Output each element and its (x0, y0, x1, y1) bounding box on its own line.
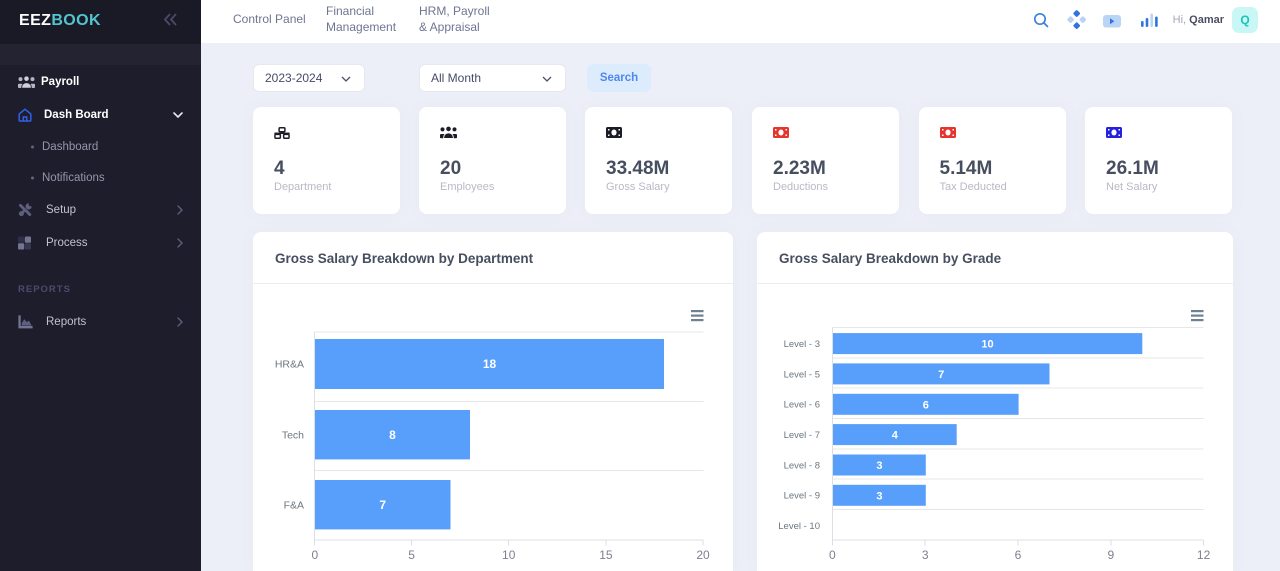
svg-text:15: 15 (599, 548, 613, 562)
svg-text:Level - 8: Level - 8 (784, 460, 820, 471)
svg-text:3: 3 (922, 548, 929, 562)
svg-text:12: 12 (1197, 548, 1211, 562)
svg-text:6: 6 (923, 399, 929, 411)
svg-text:7: 7 (938, 369, 944, 381)
svg-text:20: 20 (696, 548, 710, 562)
svg-text:10: 10 (981, 339, 993, 351)
svg-text:3: 3 (876, 460, 882, 472)
svg-text:3: 3 (876, 490, 882, 502)
svg-text:Level - 9: Level - 9 (784, 491, 820, 502)
svg-text:5: 5 (408, 548, 415, 562)
svg-text:7: 7 (379, 498, 386, 512)
svg-text:F&A: F&A (284, 499, 304, 511)
svg-text:Level - 10: Level - 10 (778, 521, 820, 532)
svg-text:6: 6 (1015, 548, 1022, 562)
svg-text:Level - 5: Level - 5 (784, 369, 820, 380)
svg-text:Level - 7: Level - 7 (784, 430, 820, 441)
svg-text:18: 18 (483, 357, 497, 371)
svg-text:Tech: Tech (282, 429, 304, 441)
svg-text:0: 0 (829, 548, 836, 562)
svg-text:Level - 6: Level - 6 (784, 400, 820, 411)
svg-text:HR&A: HR&A (275, 359, 304, 371)
svg-text:8: 8 (389, 428, 396, 442)
svg-text:0: 0 (311, 548, 318, 562)
svg-text:10: 10 (502, 548, 516, 562)
svg-text:9: 9 (1107, 548, 1114, 562)
svg-text:Level - 3: Level - 3 (784, 339, 820, 350)
svg-text:4: 4 (892, 430, 899, 442)
